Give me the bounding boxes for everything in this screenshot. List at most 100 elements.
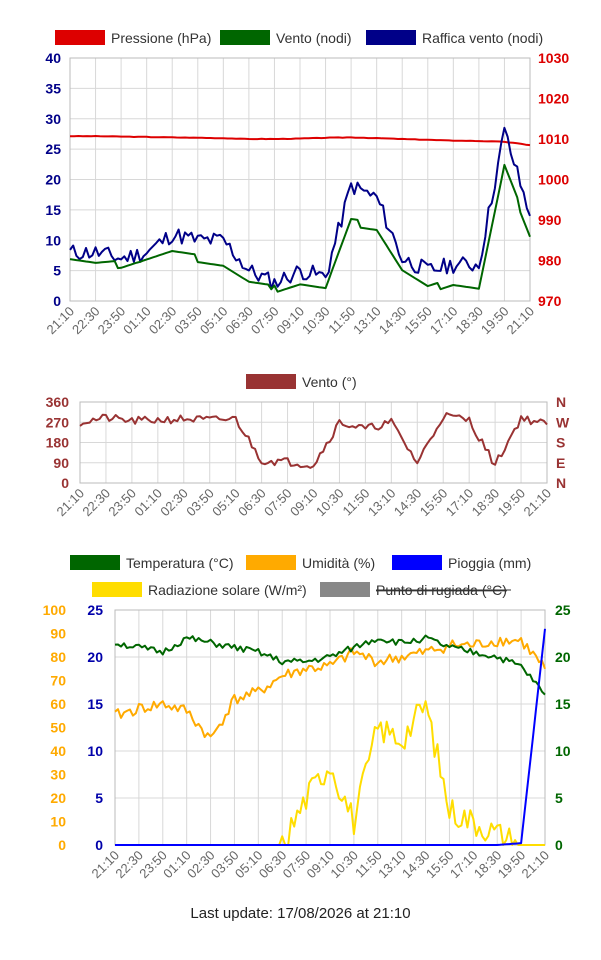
legend-swatch-gust [366,30,416,45]
x-axis-time-3: 21:1022:3023:5001:1002:3003:5005:1006:30… [89,848,553,882]
grid-wind-pressure [69,57,531,302]
left-knots-tick-label: 15 [45,202,61,218]
legend-item-solar[interactable]: Radiazione solare (W/m²) [92,582,307,598]
legend-swatch-dewpoint [320,582,370,597]
left-knots-tick-label: 35 [45,80,61,96]
legend-temp-humidity: Temperatura (°C) Umidità (%) Pioggia (mm… [70,555,531,598]
x-tick-label: 01:10 [131,486,165,520]
x-tick-label: 23:50 [105,486,139,520]
x-tick-label: 07:50 [248,304,282,338]
x-tick-label: 17:10 [427,304,461,338]
legend-label-temperature: Temperatura (°C) [126,555,234,571]
legend-item-direction[interactable]: Vento (°) [246,374,357,390]
legend-item-pressure[interactable]: Pressione (hPa) [55,30,211,46]
far-left-percent-tick-label: 10 [50,814,66,830]
left-knots-tick-label: 30 [45,111,61,127]
legend-label-humidity: Umidità (%) [302,555,375,571]
far-left-percent-tick-label: 100 [43,602,67,618]
x-tick-label: 14:30 [391,486,425,520]
legend-swatch-pressure [55,30,105,45]
right-hpa-tick-label: 990 [538,212,562,228]
right-compass-tick-label: W [556,414,570,430]
far-left-percent-tick-label: 30 [50,767,66,783]
far-left-percent-tick-label: 80 [50,649,66,665]
x-axis-time-1: 21:1022:3023:5001:1002:3003:5005:1006:30… [44,304,538,338]
left-rain-tick-label: 25 [87,602,103,618]
legend-label-solar: Radiazione solare (W/m²) [148,582,307,598]
right-hpa-tick-label: 1020 [538,91,569,107]
left-rain-tick-label: 0 [95,837,103,853]
left-knots-tick-label: 5 [53,263,61,279]
legend-item-gust[interactable]: Raffica vento (nodi) [366,30,543,46]
plot-frame [79,401,548,484]
weather-charts: Pressione (hPa) Vento (nodi) Raffica ven… [43,30,571,882]
x-tick-label: 14:30 [376,304,410,338]
right-compass-tick-label: N [556,475,566,491]
x-tick-label: 21:10 [521,486,555,520]
legend-swatch-humidity [246,555,296,570]
far-left-percent-tick-label: 0 [58,837,66,853]
series-line-direction [79,412,548,469]
x-tick-label: 21:10 [504,304,538,338]
legend-item-rain[interactable]: Pioggia (mm) [392,555,531,571]
plot-frame [69,57,531,302]
x-tick-label: 19:50 [495,486,529,520]
x-axis-time-2: 21:1022:3023:5001:1002:3003:5005:1006:30… [54,486,555,520]
right-temperature-tick-label: 15 [555,696,571,712]
x-tick-label: 19:50 [478,304,512,338]
right-temperature-tick-label: 5 [555,790,563,806]
left-knots-tick-label: 10 [45,232,61,248]
legend-swatch-direction [246,374,296,389]
y-axis-far-left-percent: 0 10 20 30 40 50 60 70 80 90 100 [43,602,67,853]
x-tick-label: 21:10 [54,486,88,520]
left-rain-tick-label: 20 [87,649,103,665]
x-tick-label: 22:30 [69,304,103,338]
series-wind-direction [79,412,548,469]
x-tick-label: 10:30 [313,486,347,520]
x-tick-label: 11:50 [340,486,373,519]
y-axis-right-hpa: 970 980 990 1000 1010 1020 1030 [538,50,569,309]
legend-item-dewpoint[interactable]: Punto di rugiada (°C) [320,582,511,598]
x-tick-label: 11:50 [325,304,358,337]
far-left-percent-tick-label: 90 [50,626,66,642]
x-tick-label: 15:50 [417,486,451,520]
series-line-wind [69,163,531,293]
x-tick-label: 10:30 [299,304,333,338]
y-axis-left-degrees: 0 90 180 270 360 [46,394,70,491]
series-line-temperature [114,634,546,696]
left-rain-tick-label: 15 [87,696,103,712]
y-axis-left-rain: 0 5 10 15 20 25 [87,602,103,853]
right-hpa-tick-label: 1000 [538,172,569,188]
y-axis-right-temperature: 0 5 10 15 20 25 [555,602,571,853]
legend-label-rain: Pioggia (mm) [448,555,531,571]
legend-label-direction: Vento (°) [302,374,357,390]
x-tick-label: 18:30 [469,486,503,520]
x-tick-label: 09:10 [287,486,321,520]
x-tick-label: 10:30 [327,848,361,882]
x-tick-label: 13:10 [365,486,399,520]
legend-label-gust: Raffica vento (nodi) [422,30,543,46]
legend-item-humidity[interactable]: Umidità (%) [246,555,375,571]
legend-item-temperature[interactable]: Temperatura (°C) [70,555,234,571]
right-compass-tick-label: E [556,455,565,471]
x-tick-label: 18:30 [452,304,486,338]
series-line-rain [115,628,546,846]
x-tick-label: 09:10 [274,304,308,338]
x-tick-label: 21:10 [519,848,553,882]
x-tick-label: 21:10 [44,304,78,338]
grid-wind-direction [79,401,548,484]
far-left-percent-tick-label: 20 [50,790,66,806]
x-tick-label: 02:30 [146,304,180,338]
chart-wind-pressure: Pressione (hPa) Vento (nodi) Raffica ven… [44,30,569,338]
legend-item-wind[interactable]: Vento (nodi) [220,30,352,46]
far-left-percent-tick-label: 50 [50,720,66,736]
left-knots-tick-label: 20 [45,172,61,188]
left-knots-tick-label: 25 [45,141,61,157]
right-hpa-tick-label: 970 [538,293,562,309]
left-degrees-tick-label: 90 [53,455,69,471]
right-hpa-tick-label: 980 [538,253,562,269]
left-degrees-tick-label: 180 [46,435,70,451]
x-tick-label: 01:10 [120,304,154,338]
legend-swatch-temperature [70,555,120,570]
